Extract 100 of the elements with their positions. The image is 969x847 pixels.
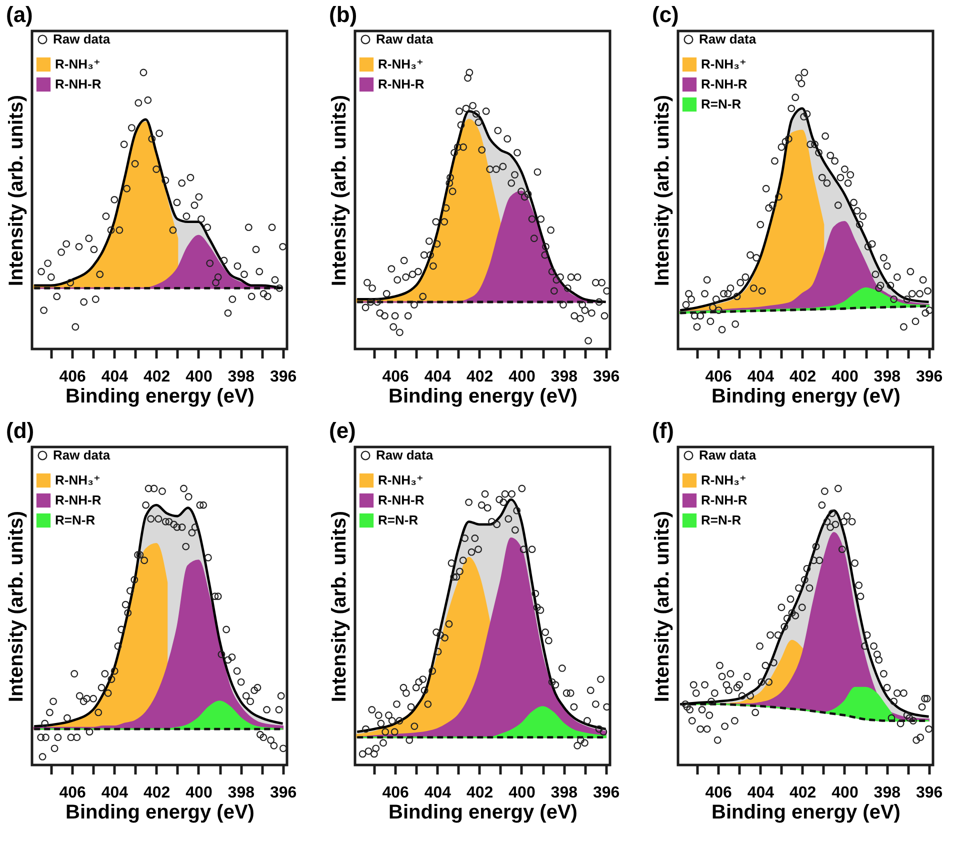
x-tick-label: 404 <box>747 784 774 802</box>
x-tick-label: 400 <box>832 784 858 802</box>
point <box>220 256 228 264</box>
x-tick-label: 400 <box>186 368 212 386</box>
y-axis-title: Intensity (arb. units) <box>652 510 674 702</box>
point <box>268 224 276 232</box>
x-tick-label: 400 <box>186 784 212 802</box>
x-tick-label: 404 <box>747 368 774 386</box>
x-axis-title: Binding energy (eV) <box>712 802 900 824</box>
point <box>148 135 156 143</box>
point <box>244 224 252 232</box>
x-tick-label: 404 <box>101 784 128 802</box>
point <box>279 242 286 250</box>
x-tick-label: 406 <box>705 784 732 802</box>
x-axis-title: Binding energy (eV) <box>388 386 578 408</box>
point <box>92 296 100 303</box>
y-axis-title: Intensity (arb. units) <box>652 94 674 286</box>
legend-label: Raw data <box>53 448 111 462</box>
point <box>234 262 242 270</box>
point <box>107 226 115 234</box>
x-tick-label: 402 <box>789 368 816 386</box>
x-tick-label: 396 <box>916 368 943 386</box>
legend-label: R-NH-R <box>378 76 425 92</box>
legend-label: R-NH₃⁺ <box>378 56 424 72</box>
point <box>96 270 104 278</box>
legend-label: R-NH-R <box>378 492 425 508</box>
x-tick-label: 402 <box>789 784 816 802</box>
point <box>102 212 110 220</box>
x-tick-label: 402 <box>466 784 494 802</box>
y-axis-title: Intensity (arb. units) <box>6 94 28 286</box>
x-tick-label: 404 <box>424 368 452 386</box>
chart-title: (f) <box>652 418 674 443</box>
legend-label: R=N-R <box>55 512 96 528</box>
legend-label: R=N-R <box>701 96 742 112</box>
x-tick-label: 398 <box>874 784 901 802</box>
point <box>204 224 212 232</box>
x-tick-label: 396 <box>592 368 620 386</box>
point <box>195 193 203 201</box>
point <box>190 202 198 209</box>
x-tick-label: 406 <box>59 784 86 802</box>
point <box>214 273 222 281</box>
point <box>198 215 205 223</box>
point <box>178 179 186 187</box>
point <box>123 184 131 192</box>
x-tick-label: 402 <box>143 368 170 386</box>
legend-label: R-NH-R <box>701 492 748 508</box>
point <box>260 290 268 298</box>
point <box>120 140 128 148</box>
point <box>248 292 256 300</box>
x-tick-label: 398 <box>228 368 255 386</box>
legend-label: R-NH-R <box>701 76 748 92</box>
x-tick-label: 396 <box>270 368 297 386</box>
point <box>276 284 284 292</box>
legend-label: R=N-R <box>378 512 419 528</box>
x-tick-label: 396 <box>916 784 943 802</box>
point <box>212 278 220 286</box>
point <box>128 124 136 132</box>
point <box>252 246 260 254</box>
legend-label: R-NH-R <box>55 492 102 508</box>
legend-label: Raw data <box>376 448 434 462</box>
chart-title: (a) <box>6 2 33 27</box>
x-tick-label: 398 <box>874 368 901 386</box>
point <box>90 246 98 254</box>
x-tick-label: 402 <box>466 368 494 386</box>
legend-label: R=N-R <box>701 512 742 528</box>
x-tick-label: 398 <box>550 368 578 386</box>
x-tick-label: 406 <box>705 368 732 386</box>
point <box>80 298 88 306</box>
y-axis-title: Intensity (arb. units) <box>6 510 28 702</box>
point <box>144 96 152 104</box>
x-tick-label: 398 <box>550 784 578 802</box>
point <box>66 278 74 286</box>
point <box>40 306 48 314</box>
x-tick-label: 396 <box>270 784 297 802</box>
point <box>228 296 236 303</box>
point <box>264 292 272 300</box>
chart-title: (c) <box>652 2 679 27</box>
point <box>156 130 163 138</box>
chart-title: (e) <box>329 418 356 443</box>
x-axis-title: Binding energy (eV) <box>66 802 254 824</box>
legend-label: Raw data <box>376 32 434 46</box>
point <box>182 212 190 220</box>
point <box>224 309 232 317</box>
point <box>72 323 80 331</box>
point <box>162 176 170 184</box>
point <box>256 268 264 276</box>
legend-label: R-NH₃⁺ <box>55 56 100 72</box>
point <box>206 260 214 267</box>
x-tick-label: 400 <box>508 784 536 802</box>
point <box>173 198 181 206</box>
point <box>169 226 177 234</box>
legend-label: Raw data <box>53 32 111 46</box>
point <box>75 242 83 250</box>
point <box>58 248 66 256</box>
legend-label: R-NH₃⁺ <box>701 56 746 72</box>
point <box>240 270 248 278</box>
legend-label: R-NH₃⁺ <box>378 472 424 488</box>
point <box>186 174 194 182</box>
chart-title: (d) <box>6 418 34 443</box>
point <box>85 234 93 242</box>
